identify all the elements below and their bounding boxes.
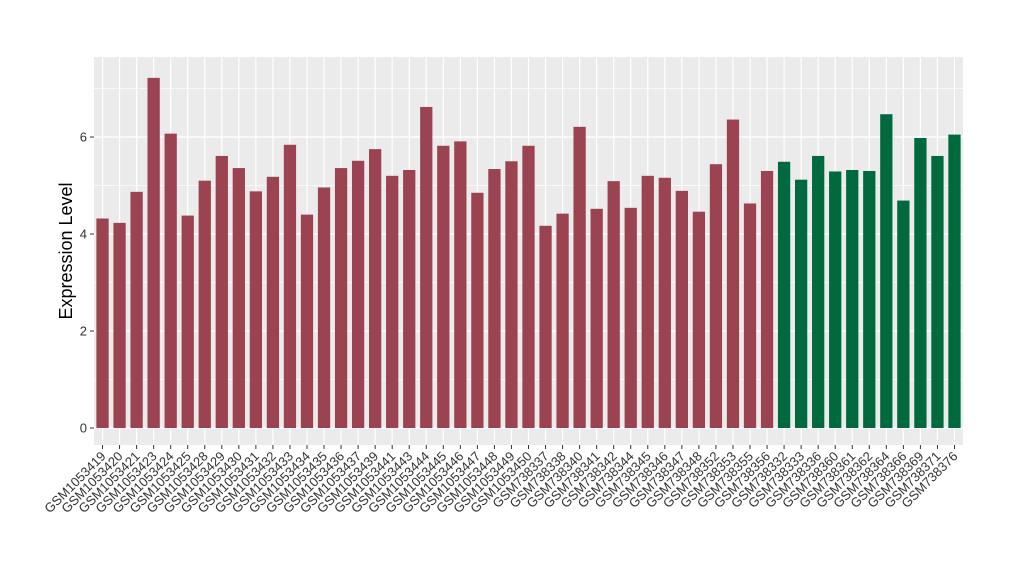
bar bbox=[334, 168, 348, 429]
bar bbox=[777, 161, 791, 429]
bar bbox=[556, 213, 569, 429]
bar bbox=[607, 181, 620, 429]
bar bbox=[198, 180, 211, 429]
bar bbox=[437, 145, 450, 429]
bar bbox=[590, 208, 603, 429]
bar bbox=[743, 203, 757, 429]
bar bbox=[113, 222, 126, 429]
y-tick-label: 6 bbox=[80, 130, 87, 145]
bar bbox=[829, 171, 842, 429]
y-tick-label: 0 bbox=[80, 421, 87, 436]
bar bbox=[863, 170, 876, 429]
bar bbox=[880, 114, 893, 429]
bar bbox=[675, 190, 688, 429]
bar bbox=[897, 200, 910, 429]
bar bbox=[215, 155, 228, 429]
bar bbox=[317, 187, 331, 429]
bar bbox=[726, 119, 740, 429]
bar bbox=[283, 144, 297, 429]
bar bbox=[760, 170, 774, 429]
bar bbox=[658, 177, 671, 429]
bar bbox=[96, 218, 109, 429]
bar bbox=[420, 106, 433, 429]
bar bbox=[505, 161, 518, 429]
bar bbox=[369, 149, 382, 429]
bar bbox=[164, 133, 177, 429]
bar bbox=[232, 168, 245, 429]
bar bbox=[794, 179, 808, 429]
y-axis-title: Expression Level bbox=[56, 182, 76, 319]
y-tick-label: 4 bbox=[80, 227, 87, 242]
bar bbox=[300, 214, 314, 429]
bar bbox=[931, 155, 944, 429]
bar bbox=[454, 141, 467, 429]
bar bbox=[709, 164, 723, 429]
bar bbox=[181, 215, 194, 429]
bar bbox=[471, 192, 484, 429]
bar bbox=[147, 77, 160, 429]
bar bbox=[266, 176, 280, 429]
bar bbox=[641, 175, 654, 429]
bar bbox=[692, 211, 706, 429]
bar bbox=[846, 170, 859, 429]
bar bbox=[249, 191, 263, 429]
bar bbox=[539, 225, 552, 429]
bar bbox=[403, 170, 416, 429]
bar bbox=[812, 155, 825, 429]
bar bbox=[351, 160, 365, 429]
y-axis: 0 2 4 6 bbox=[80, 130, 94, 436]
bars bbox=[96, 77, 961, 429]
bar bbox=[522, 145, 535, 429]
bar bbox=[624, 207, 637, 429]
bar bbox=[573, 126, 586, 429]
bar bbox=[948, 134, 961, 429]
bar bbox=[386, 175, 399, 429]
x-axis: GSM1053419GSM1053420GSM1053421GSM1053423… bbox=[41, 445, 961, 516]
bar bbox=[914, 137, 927, 429]
bar bbox=[488, 169, 501, 429]
bar bbox=[130, 191, 143, 429]
y-tick-label: 2 bbox=[80, 324, 87, 339]
